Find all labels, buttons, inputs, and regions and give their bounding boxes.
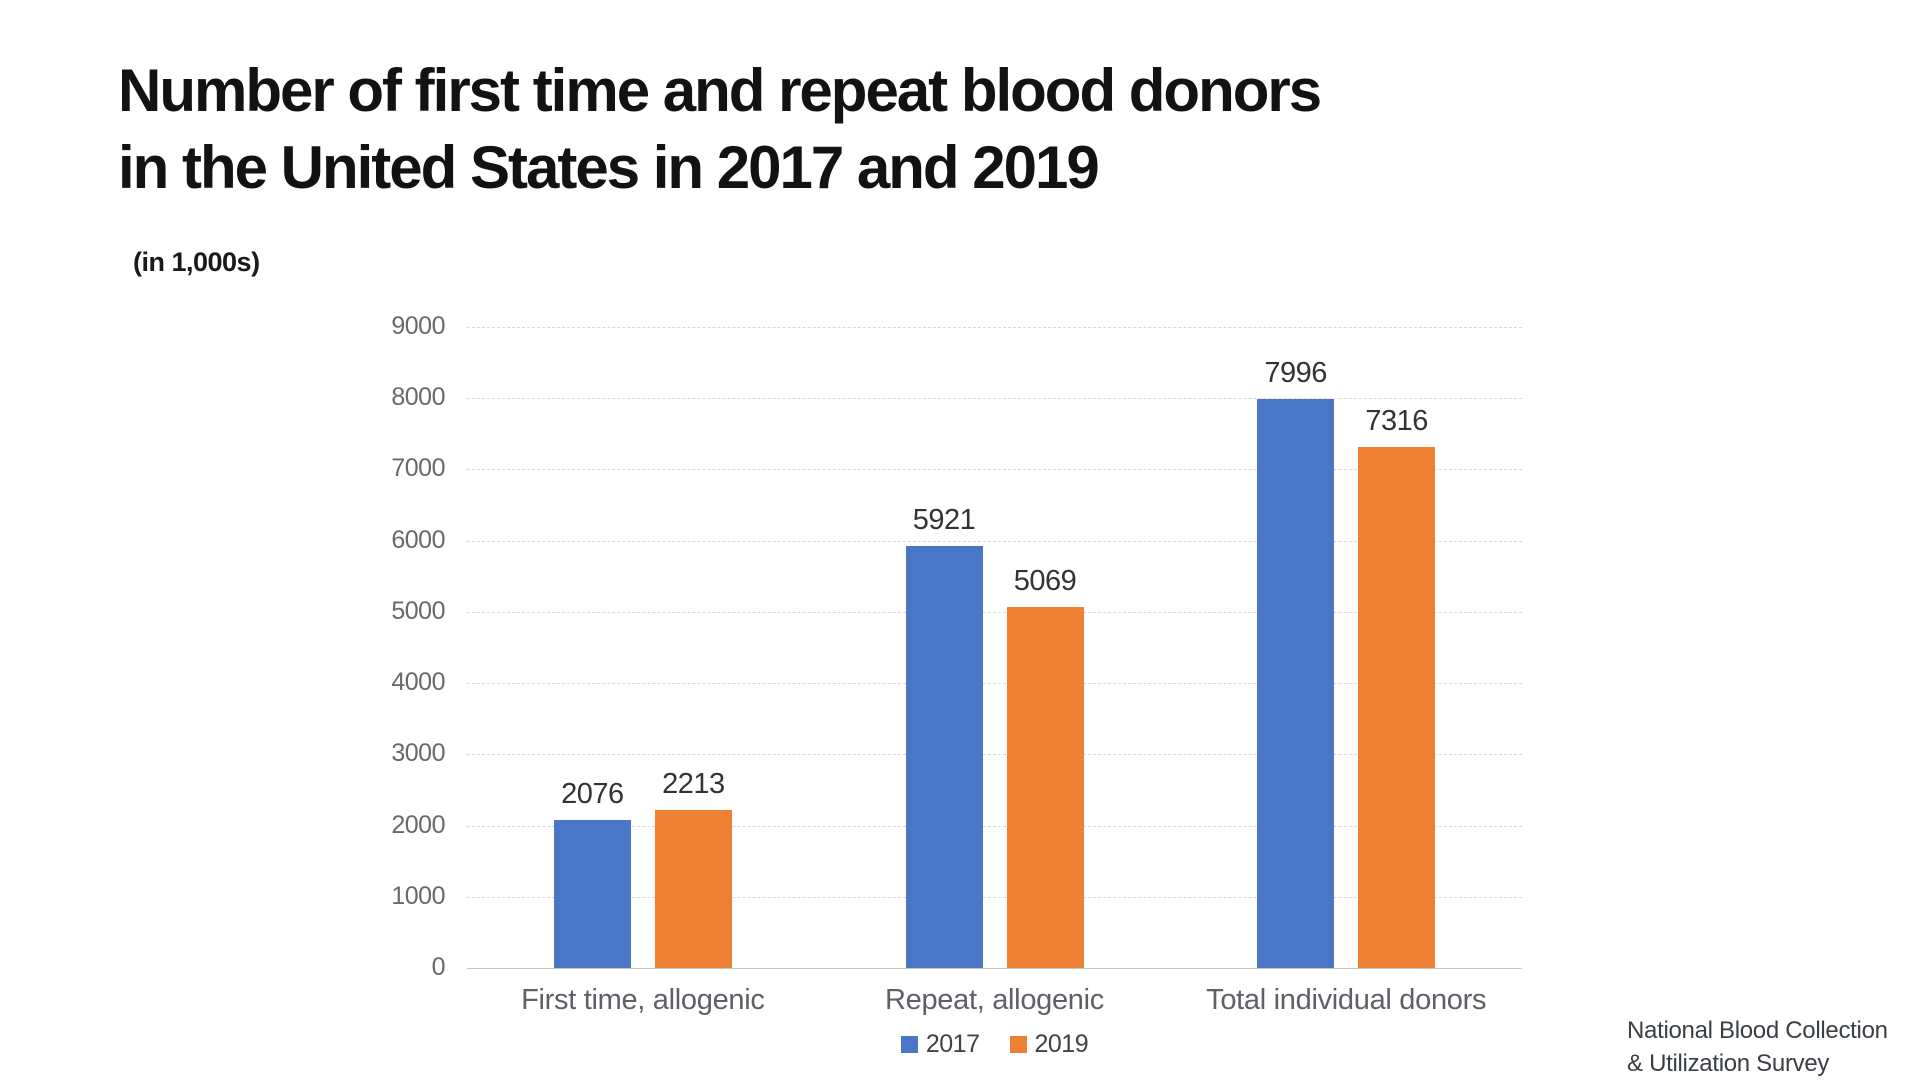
y-axis-tick-label: 3000 — [391, 739, 445, 768]
legend-label: 2017 — [925, 1030, 980, 1058]
bar-value-label: 5069 — [1013, 564, 1077, 597]
bar-value-label: 2213 — [662, 768, 725, 801]
source-line-1: National Blood Collection — [1627, 1017, 1888, 1044]
chart-title: Number of first time and repeat blood do… — [118, 52, 1322, 206]
legend-swatch-icon — [1009, 1036, 1027, 1053]
bar-value-label: 7996 — [1264, 356, 1327, 389]
source-line-2: & Utilization Survey — [1627, 1050, 1830, 1077]
legend-item-2019: 2019 — [1009, 1030, 1089, 1059]
chart-title-line-1: Number of first time and repeat blood do… — [118, 57, 1322, 124]
gridline — [467, 825, 1522, 827]
gridline — [467, 540, 1522, 542]
bar-value-label: 5921 — [912, 504, 976, 537]
bar-value-label: 2076 — [561, 778, 624, 811]
x-axis-baseline — [467, 968, 1522, 969]
gridline — [467, 754, 1522, 756]
bar-2017-repeat-allogenic — [905, 546, 983, 968]
bar-2017-first-time-allogenic — [553, 820, 631, 968]
bar-2019-repeat-allogenic — [1006, 606, 1084, 968]
y-axis-tick-label: 4000 — [391, 668, 445, 697]
x-axis-category-label: First time, allogenic — [521, 984, 765, 1016]
legend: 2017 2019 — [467, 1030, 1522, 1059]
y-axis-tick-label: 9000 — [391, 312, 445, 340]
y-axis-tick-label: 1000 — [391, 881, 445, 910]
legend-swatch-icon — [900, 1036, 918, 1053]
gridline — [467, 683, 1522, 685]
x-axis-category-label: Repeat, allogenic — [884, 984, 1104, 1016]
x-axis-category-label: Total individual donors — [1206, 984, 1487, 1016]
bar-2017-total-individual-donors — [1257, 398, 1335, 968]
bar-2019-first-time-allogenic — [654, 810, 732, 968]
legend-item-2017: 2017 — [900, 1030, 980, 1059]
y-axis-tick-label: 8000 — [391, 383, 445, 412]
chart-unit-note: (in 1,000s) — [133, 247, 260, 277]
bar-2019-total-individual-donors — [1358, 446, 1436, 968]
y-axis-tick-label: 5000 — [391, 596, 445, 625]
y-axis-tick-label: 2000 — [391, 810, 445, 839]
gridline — [467, 611, 1522, 613]
y-axis-tick-label: 0 — [431, 953, 446, 981]
bar-value-label: 7316 — [1365, 404, 1428, 437]
gridline — [467, 896, 1522, 898]
y-axis-tick-label: 6000 — [391, 525, 445, 554]
gridline — [467, 398, 1522, 400]
plot-area: 0 1000 2000 3000 4000 5000 6000 7000 8000 9000 Fir… — [391, 312, 1522, 1016]
source-attribution: National Blood Collection & Utilization … — [1627, 1014, 1888, 1080]
y-axis-tick-label: 7000 — [391, 454, 445, 483]
gridline — [467, 327, 1522, 328]
gridline — [467, 469, 1522, 471]
legend-label: 2019 — [1034, 1030, 1089, 1058]
chart-title-line-2: in the United States in 2017 and 2019 — [118, 134, 1100, 201]
